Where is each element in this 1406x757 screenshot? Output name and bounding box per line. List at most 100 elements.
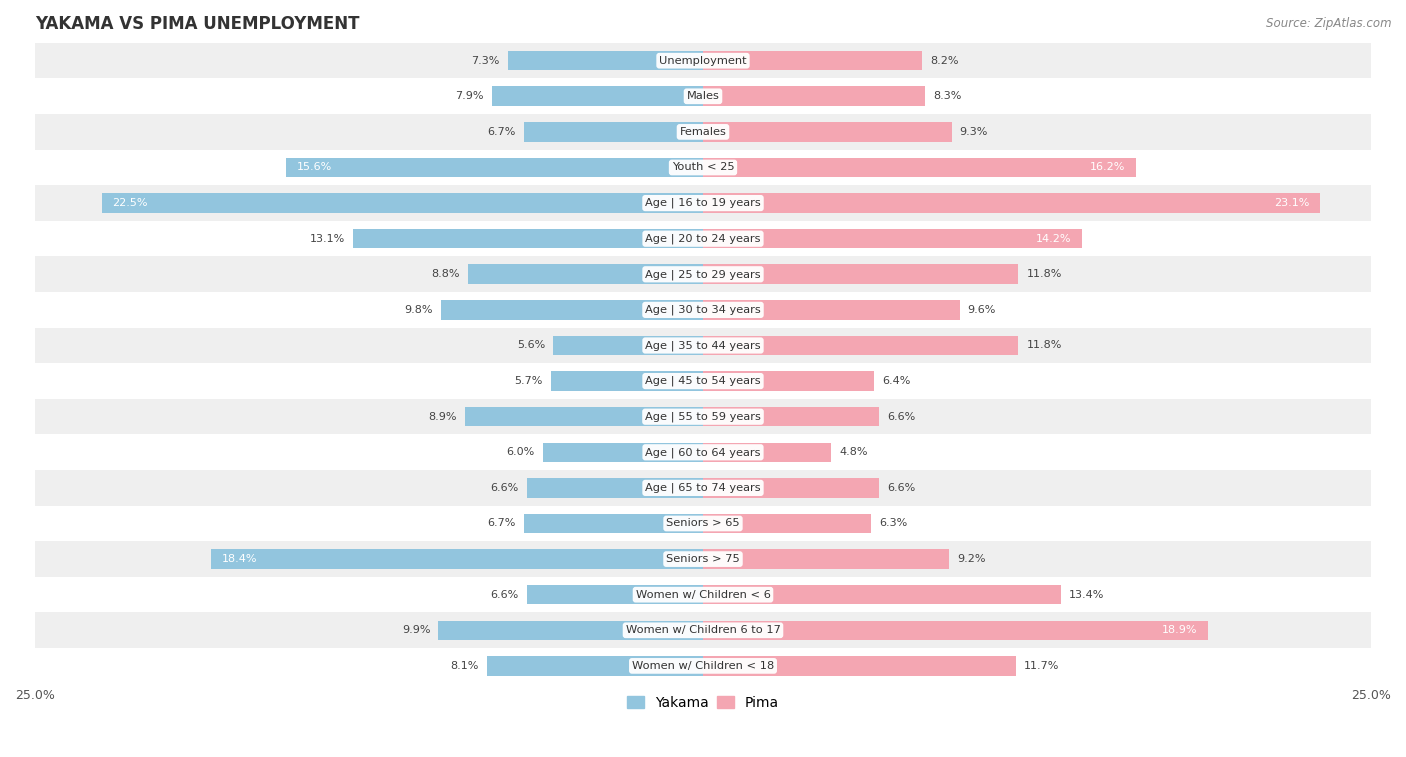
Text: 6.0%: 6.0%	[506, 447, 534, 457]
Bar	[35, 399, 1371, 435]
Text: Age | 30 to 34 years: Age | 30 to 34 years	[645, 304, 761, 315]
Bar	[35, 470, 1371, 506]
Text: Males: Males	[686, 92, 720, 101]
Text: 15.6%: 15.6%	[297, 163, 332, 173]
Bar	[439, 621, 703, 640]
Text: Age | 20 to 24 years: Age | 20 to 24 years	[645, 233, 761, 244]
Text: 8.3%: 8.3%	[932, 92, 962, 101]
Bar	[703, 264, 1018, 284]
Bar	[468, 264, 703, 284]
Text: 8.9%: 8.9%	[429, 412, 457, 422]
Text: 4.8%: 4.8%	[839, 447, 868, 457]
Bar	[35, 612, 1371, 648]
Text: 5.6%: 5.6%	[517, 341, 546, 350]
Bar	[703, 656, 1015, 676]
Bar	[35, 435, 1371, 470]
Text: 23.1%: 23.1%	[1274, 198, 1309, 208]
Legend: Yakama, Pima: Yakama, Pima	[621, 690, 785, 715]
Text: 6.4%: 6.4%	[882, 376, 911, 386]
Text: 9.2%: 9.2%	[957, 554, 986, 564]
Bar	[703, 585, 1062, 605]
Text: Age | 65 to 74 years: Age | 65 to 74 years	[645, 483, 761, 493]
Text: Source: ZipAtlas.com: Source: ZipAtlas.com	[1267, 17, 1392, 30]
Bar	[441, 300, 703, 319]
Bar	[35, 257, 1371, 292]
Text: Age | 45 to 54 years: Age | 45 to 54 years	[645, 375, 761, 386]
Bar	[703, 51, 922, 70]
Text: Seniors > 65: Seniors > 65	[666, 519, 740, 528]
Text: 8.1%: 8.1%	[450, 661, 478, 671]
Bar	[35, 506, 1371, 541]
Text: 18.9%: 18.9%	[1161, 625, 1198, 635]
Text: 9.6%: 9.6%	[967, 305, 995, 315]
Bar	[35, 43, 1371, 79]
Text: 7.9%: 7.9%	[456, 92, 484, 101]
Text: 13.4%: 13.4%	[1069, 590, 1105, 600]
Bar	[703, 229, 1083, 248]
Bar	[703, 300, 959, 319]
Text: 9.9%: 9.9%	[402, 625, 430, 635]
Bar	[35, 114, 1371, 150]
Bar	[551, 371, 703, 391]
Bar	[101, 193, 703, 213]
Text: 11.8%: 11.8%	[1026, 269, 1062, 279]
Bar	[703, 514, 872, 533]
Text: 6.6%: 6.6%	[491, 590, 519, 600]
Text: Women w/ Children < 6: Women w/ Children < 6	[636, 590, 770, 600]
Bar	[703, 371, 875, 391]
Text: Age | 55 to 59 years: Age | 55 to 59 years	[645, 412, 761, 422]
Bar	[492, 86, 703, 106]
Bar	[703, 193, 1320, 213]
Bar	[35, 221, 1371, 257]
Text: 6.7%: 6.7%	[488, 519, 516, 528]
Text: 13.1%: 13.1%	[309, 234, 344, 244]
Bar	[465, 407, 703, 426]
Bar	[527, 478, 703, 497]
Text: 6.3%: 6.3%	[879, 519, 908, 528]
Bar	[554, 335, 703, 355]
Text: Youth < 25: Youth < 25	[672, 163, 734, 173]
Text: Unemployment: Unemployment	[659, 56, 747, 66]
Text: 11.8%: 11.8%	[1026, 341, 1062, 350]
Bar	[35, 541, 1371, 577]
Text: 9.3%: 9.3%	[959, 127, 988, 137]
Text: 8.2%: 8.2%	[931, 56, 959, 66]
Text: Age | 16 to 19 years: Age | 16 to 19 years	[645, 198, 761, 208]
Text: 16.2%: 16.2%	[1090, 163, 1125, 173]
Bar	[703, 122, 952, 142]
Bar	[211, 550, 703, 569]
Bar	[703, 335, 1018, 355]
Bar	[527, 585, 703, 605]
Bar	[703, 407, 879, 426]
Text: Women w/ Children 6 to 17: Women w/ Children 6 to 17	[626, 625, 780, 635]
Text: Women w/ Children < 18: Women w/ Children < 18	[631, 661, 775, 671]
Text: 8.8%: 8.8%	[432, 269, 460, 279]
Bar	[35, 150, 1371, 185]
Text: 6.6%: 6.6%	[491, 483, 519, 493]
Bar	[35, 648, 1371, 684]
Bar	[35, 185, 1371, 221]
Bar	[508, 51, 703, 70]
Text: Age | 60 to 64 years: Age | 60 to 64 years	[645, 447, 761, 457]
Text: Females: Females	[679, 127, 727, 137]
Text: Age | 35 to 44 years: Age | 35 to 44 years	[645, 340, 761, 350]
Text: 6.6%: 6.6%	[887, 412, 915, 422]
Bar	[524, 514, 703, 533]
Bar	[703, 86, 925, 106]
Text: Age | 25 to 29 years: Age | 25 to 29 years	[645, 269, 761, 279]
Bar	[35, 577, 1371, 612]
Bar	[703, 157, 1136, 177]
Text: Seniors > 75: Seniors > 75	[666, 554, 740, 564]
Bar	[543, 443, 703, 462]
Text: 5.7%: 5.7%	[515, 376, 543, 386]
Text: 9.8%: 9.8%	[405, 305, 433, 315]
Bar	[287, 157, 703, 177]
Bar	[703, 478, 879, 497]
Text: 18.4%: 18.4%	[222, 554, 257, 564]
Bar	[35, 328, 1371, 363]
Bar	[703, 621, 1208, 640]
Bar	[703, 443, 831, 462]
Text: 11.7%: 11.7%	[1024, 661, 1059, 671]
Bar	[35, 363, 1371, 399]
Bar	[35, 79, 1371, 114]
